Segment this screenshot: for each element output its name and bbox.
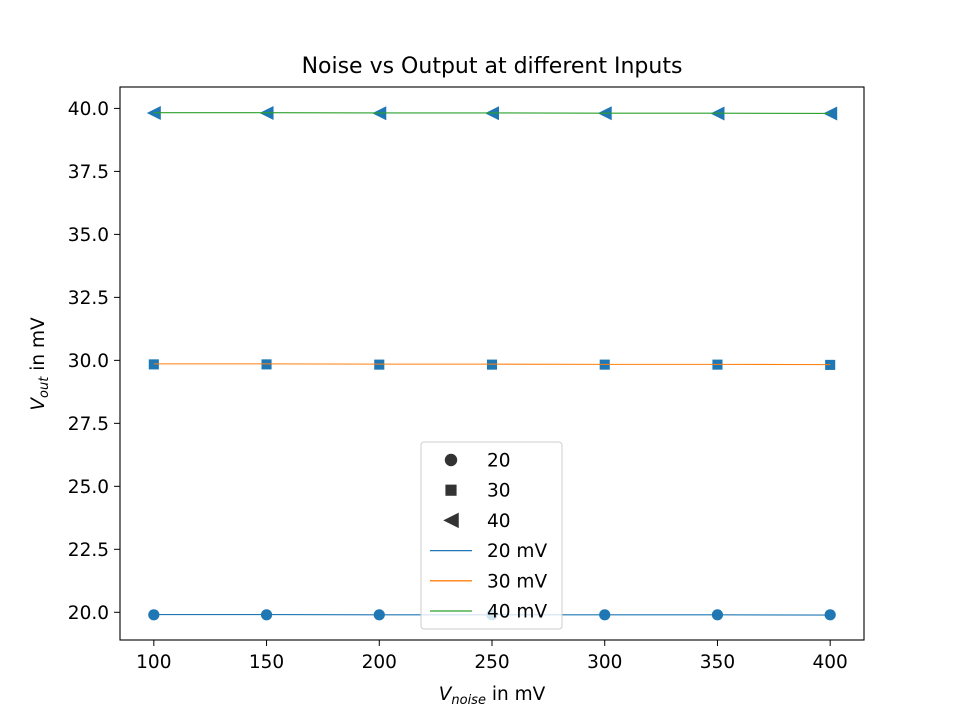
legend-marker-30 (445, 484, 457, 496)
y-tick-label: 35.0 (68, 225, 109, 246)
x-axis-label-sub: noise (451, 693, 486, 708)
legend-label: 30 mV (487, 571, 547, 592)
x-tick-label: 150 (249, 652, 284, 673)
x-axis-label-rest: in mV (486, 684, 546, 705)
y-tick-label: 20.0 (68, 603, 109, 624)
y-tick-label: 37.5 (68, 162, 109, 183)
y-axis-label-base: V (28, 397, 49, 411)
legend-label: 40 mV (487, 602, 547, 623)
legend-marker-20 (444, 453, 458, 467)
legend: 20 30 40 20 mV 30 mV 40 mV (420, 441, 563, 630)
x-tick-label: 300 (587, 652, 622, 673)
series-layer (146, 105, 838, 621)
x-tick-label: 100 (136, 652, 171, 673)
x-axis-label: Vnoise in mV (439, 684, 546, 708)
y-tick-label: 25.0 (68, 477, 109, 498)
y-axis: 20.0 22.5 25.0 27.5 30.0 32.5 35.0 37.5 40.0 (68, 99, 120, 624)
y-tick-label: 32.5 (68, 288, 109, 309)
y-tick-label: 40.0 (68, 99, 109, 120)
x-axis: 100 150 200 250 300 350 400 (136, 640, 848, 673)
legend-marker-40 (443, 512, 459, 529)
x-tick-label: 400 (813, 652, 848, 673)
line-series-40-mV (153, 112, 831, 115)
line-series-30-mV (153, 363, 831, 366)
y-tick-label: 30.0 (68, 351, 109, 372)
legend-label: 20 (487, 451, 511, 472)
y-tick-label: 27.5 (68, 414, 109, 435)
x-tick-label: 350 (700, 652, 735, 673)
y-axis-label: Vout in mV (28, 317, 52, 411)
chart-title: Noise vs Output at different Inputs (302, 54, 683, 79)
legend-label: 30 (487, 481, 511, 502)
x-axis-label-base: V (439, 684, 453, 705)
x-tick-label: 250 (474, 652, 509, 673)
y-tick-label: 22.5 (68, 540, 109, 561)
scatter-point (825, 359, 836, 370)
y-axis-label-sub: out (37, 376, 52, 398)
y-axis-label-rest: in mV (28, 317, 49, 377)
x-tick-label: 200 (362, 652, 397, 673)
legend-label: 20 mV (487, 541, 547, 562)
legend-label: 40 (487, 511, 511, 532)
